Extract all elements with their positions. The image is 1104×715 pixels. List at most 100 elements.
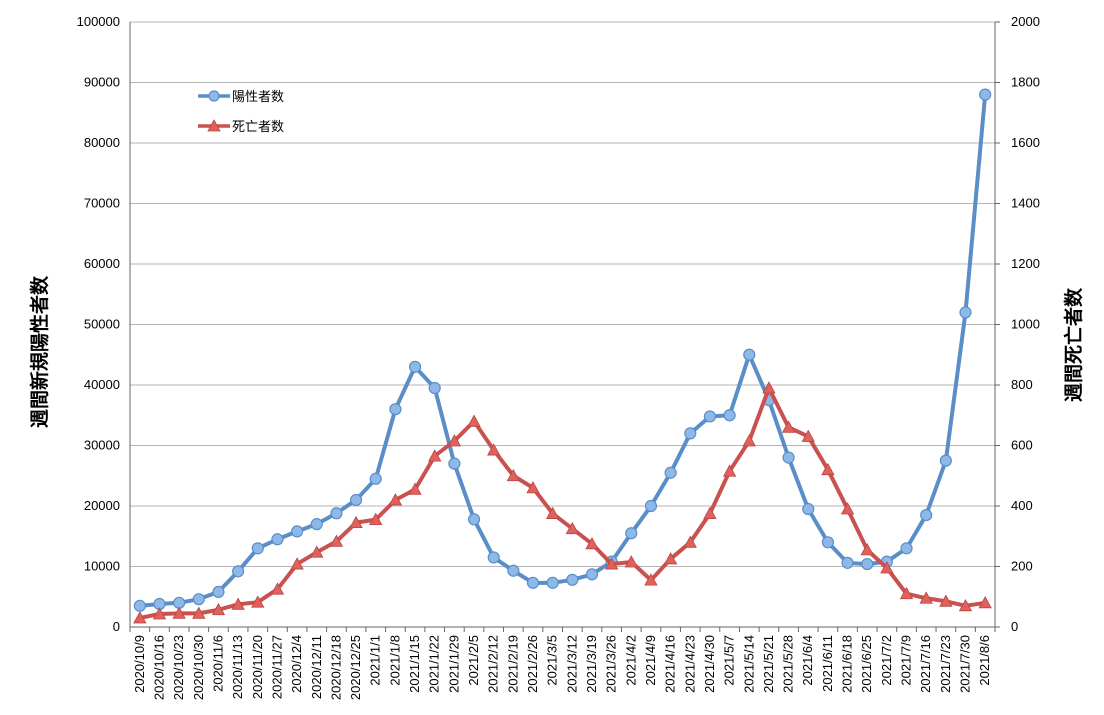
data-point	[152, 607, 167, 620]
right-y-axis-ticks: 0 200 400 600 800 1000 1200 1400 1600 1800 2000	[1011, 14, 1040, 634]
y2-tick-label: 1600	[1011, 135, 1040, 150]
data-point	[644, 499, 658, 513]
data-point	[330, 507, 343, 520]
series-deaths	[133, 381, 992, 624]
data-point	[545, 506, 560, 519]
legend-label-positive: 陽性者数	[232, 90, 284, 105]
x-tick-label: 2020/11/13	[230, 635, 245, 699]
x-tick-label: 2020/12/18	[328, 635, 343, 700]
x-tick-label: 2021/3/19	[584, 635, 599, 693]
data-point	[565, 521, 580, 535]
x-tick-label: 2021/5/14	[741, 635, 756, 693]
data-point	[664, 466, 677, 479]
data-point	[270, 582, 285, 595]
data-point	[447, 434, 462, 447]
data-point	[487, 443, 501, 456]
data-point	[133, 599, 146, 612]
x-tick-label: 2021/6/18	[840, 635, 855, 693]
data-point	[958, 598, 973, 612]
data-point	[880, 561, 894, 574]
data-point	[231, 597, 245, 610]
y2-tick-label: 1200	[1011, 256, 1040, 271]
data-point	[388, 493, 403, 506]
data-point	[722, 464, 737, 477]
y-tick-label: 40000	[84, 377, 120, 392]
y-tick-label: 50000	[84, 317, 120, 332]
data-point	[624, 555, 638, 568]
x-tick-label: 2021/3/12	[564, 635, 579, 693]
data-point	[369, 512, 383, 526]
x-tick-label: 2021/2/26	[525, 635, 540, 693]
data-point	[959, 306, 972, 319]
y-tick-label: 20000	[84, 498, 120, 513]
x-tick-label: 2021/1/22	[427, 635, 442, 693]
x-tick-label: 2020/10/9	[132, 635, 147, 693]
data-point	[802, 502, 815, 516]
y-tick-label: 80000	[84, 135, 120, 150]
y-tick-label: 70000	[84, 196, 120, 211]
x-tick-label: 2021/7/2	[879, 635, 894, 686]
y-tick-label: 0	[113, 619, 120, 634]
data-point	[192, 593, 205, 606]
data-point	[526, 481, 540, 494]
x-tick-label: 2021/7/23	[938, 635, 953, 693]
left-y-axis-ticks: 0 10000 20000 30000 40000 50000 60000 70000 8000…	[77, 14, 120, 634]
data-point	[408, 360, 422, 373]
series-line	[139, 386, 986, 620]
data-point	[291, 525, 304, 538]
data-point	[369, 472, 382, 485]
x-tick-label: 2020/11/20	[250, 635, 265, 699]
x-tick-label: 2021/7/16	[918, 635, 933, 693]
y2-tick-label: 1800	[1011, 75, 1040, 90]
data-point	[546, 576, 559, 589]
y2-tick-label: 2000	[1011, 14, 1040, 29]
x-tick-label: 2020/10/23	[171, 635, 186, 700]
data-point	[920, 508, 933, 522]
legend-marker-positive	[208, 90, 220, 102]
data-point	[861, 557, 874, 571]
y2-tick-label: 600	[1011, 438, 1033, 453]
y2-tick-label: 800	[1011, 377, 1033, 392]
data-point	[939, 594, 953, 607]
x-tick-label: 2021/8/6	[977, 635, 992, 686]
data-point	[703, 410, 717, 423]
series-positive	[133, 88, 992, 612]
x-tick-label: 2021/1/15	[407, 635, 422, 693]
data-point	[860, 543, 874, 556]
x-tick-label: 2021/4/23	[682, 635, 697, 693]
x-tick-label: 2020/11/6	[210, 635, 225, 692]
data-point	[841, 556, 854, 569]
x-tick-label: 2021/2/5	[466, 635, 481, 686]
data-point	[684, 427, 697, 440]
data-point	[329, 534, 344, 547]
x-tick-label: 2020/10/30	[191, 635, 206, 700]
data-point	[192, 606, 206, 619]
data-point	[703, 506, 717, 519]
data-point	[979, 88, 992, 101]
y2-tick-label: 1400	[1011, 196, 1040, 211]
data-point	[723, 409, 736, 422]
data-point	[349, 515, 363, 529]
data-point	[251, 595, 265, 608]
x-tick-label: 2021/3/5	[545, 635, 560, 686]
x-axis-ticks: 2020/10/9 2020/10/16 2020/10/23 2020/10/30 2…	[129, 627, 996, 700]
x-tick-label: 2021/6/4	[800, 635, 815, 686]
data-point	[604, 557, 619, 570]
data-point	[212, 585, 225, 599]
x-tick-label: 2021/5/28	[781, 635, 796, 693]
legend-item-deaths: 死亡者数	[198, 119, 284, 135]
data-point	[251, 542, 264, 555]
data-point	[625, 527, 638, 540]
y-tick-label: 30000	[84, 438, 120, 453]
data-point	[389, 403, 402, 416]
data-point	[172, 606, 186, 619]
data-point	[644, 573, 658, 586]
data-point	[801, 429, 815, 442]
data-point	[408, 482, 422, 495]
x-tick-label: 2020/12/25	[348, 635, 363, 700]
x-tick-label: 2021/2/12	[486, 635, 501, 693]
data-point	[683, 535, 697, 548]
data-point	[133, 611, 147, 624]
x-tick-label: 2021/6/11	[820, 635, 835, 692]
